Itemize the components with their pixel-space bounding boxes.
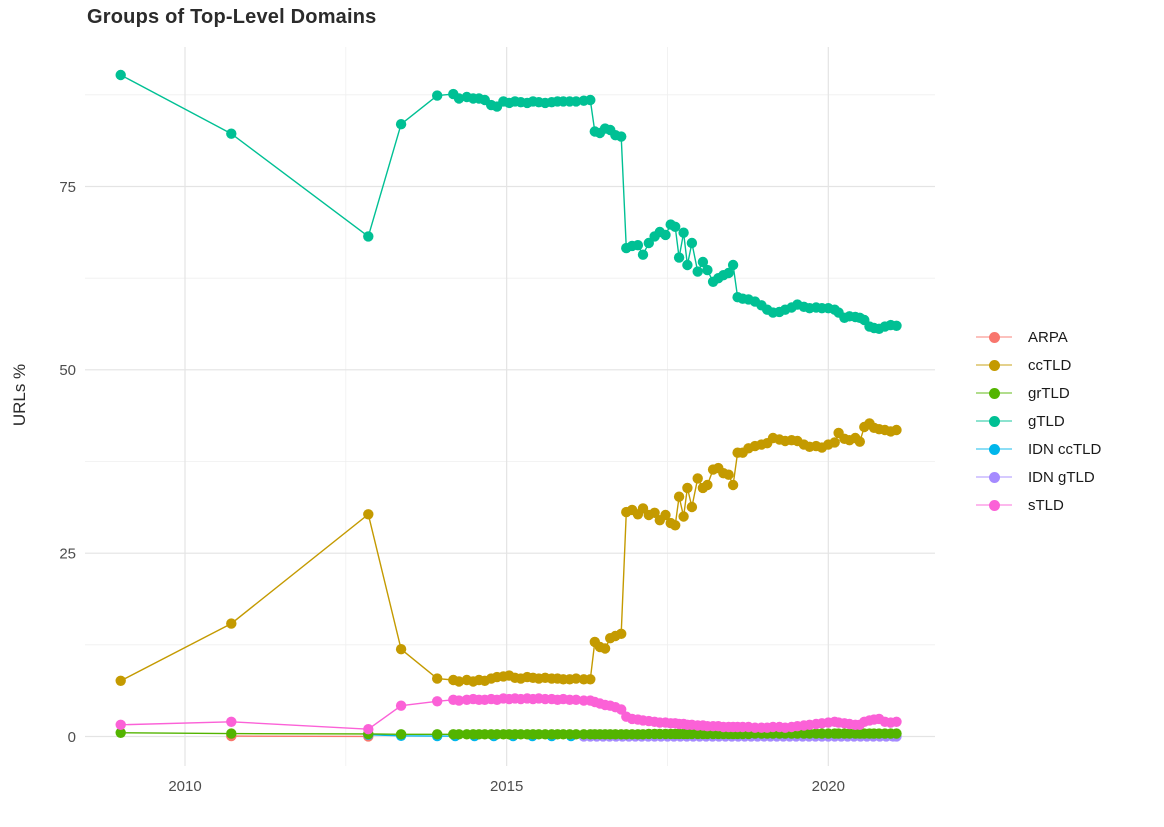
legend-label: IDN ccTLD [1028, 440, 1102, 458]
series-dot-gTLD [673, 252, 685, 263]
legend-key-icon [976, 357, 1012, 373]
series-dot-gTLD [686, 237, 698, 249]
chart-title: Groups of Top-Level Domains [87, 6, 377, 28]
series-dot-grTLD [570, 729, 582, 740]
series-dot-grTLD [115, 727, 126, 738]
series-dot-gTLD [585, 94, 596, 106]
series-dot-ccTLD [599, 643, 611, 654]
series-dot-gTLD [727, 259, 739, 271]
series-dot-ccTLD [673, 491, 685, 502]
series-dot-ccTLD [829, 437, 840, 448]
series-dot-ccTLD [585, 674, 596, 685]
series-dot-ccTLD [570, 673, 582, 684]
series-dot-gTLD [723, 267, 734, 279]
legend-key-icon [976, 441, 1012, 457]
series-dot-ccTLD [727, 479, 739, 491]
x-tick-label: 2010 [168, 778, 201, 795]
series-dot-gTLD [670, 221, 681, 232]
series-dot-ccTLD [660, 509, 671, 521]
series-dot-ccTLD [678, 511, 689, 522]
series-dot-sTLD [453, 695, 465, 706]
series-line-ccTLD [120, 422, 897, 683]
series-dot-ccTLD [702, 479, 713, 491]
series-dot-ccTLD [670, 520, 681, 531]
series-dot-gTLD [702, 264, 713, 276]
series-dot-sTLD [115, 719, 126, 730]
series-dot-ccTLD [649, 507, 660, 518]
series-dot-ccTLD [395, 644, 407, 655]
series-dot-ccTLD [453, 676, 465, 687]
x-tick-label: 2020 [812, 778, 845, 795]
legend-label: ccTLD [1028, 356, 1072, 374]
series-dot-ccTLD [854, 436, 865, 447]
series-dot-gTLD [432, 90, 443, 101]
series-dot-grTLD [453, 729, 465, 740]
series-dot-gTLD [678, 227, 689, 238]
legend-label: IDN gTLD [1028, 468, 1095, 486]
series-dot-gTLD [891, 320, 902, 331]
series-dot-sTLD [363, 724, 374, 735]
series-dot-grTLD [891, 728, 902, 739]
legend-key-icon [976, 413, 1012, 429]
legend-item-grTLD: grTLD [976, 379, 1101, 407]
legend-label: ARPA [1028, 328, 1068, 346]
series-dot-sTLD [226, 716, 237, 727]
series-dot-gTLD [226, 128, 237, 139]
legend-item-IDN-ccTLD: IDN ccTLD [976, 435, 1101, 463]
series-dot-sTLD [570, 694, 582, 705]
series-dot-grTLD [395, 729, 407, 740]
legend-item-gTLD: gTLD [976, 407, 1101, 435]
legend-key-icon [976, 385, 1012, 401]
series-dot-grTLD [226, 728, 237, 739]
series-dot-gTLD [616, 131, 627, 142]
series-dot-gTLD [637, 249, 649, 260]
series-dot-ccTLD [682, 482, 693, 494]
series-dot-ccTLD [616, 628, 627, 639]
series-dot-gTLD [692, 266, 703, 277]
series-dot-gTLD [660, 229, 671, 241]
series-dot-sTLD [616, 704, 627, 715]
y-tick-label: 50 [59, 362, 76, 379]
series-line-gTLD [120, 74, 897, 330]
series-dot-gTLD [570, 96, 582, 107]
legend-label: gTLD [1028, 412, 1065, 430]
legend-key-icon [976, 469, 1012, 485]
series-dot-gTLD [363, 231, 374, 242]
series-dot-sTLD [891, 716, 902, 727]
series-dot-ccTLD [723, 469, 734, 480]
x-tick-label: 2015 [490, 778, 523, 795]
series-dot-ccTLD [686, 501, 698, 513]
legend-label: grTLD [1028, 384, 1070, 402]
series-dot-gTLD [115, 69, 126, 81]
series-dot-gTLD [395, 119, 407, 130]
legend-item-sTLD: sTLD [976, 491, 1101, 519]
series-dot-sTLD [432, 696, 443, 707]
series-dot-sTLD [395, 700, 407, 711]
legend-item-ccTLD: ccTLD [976, 351, 1101, 379]
legend: ARPA ccTLD grTLD gTLD IDN ccTLD IDN gTLD sTLD [976, 323, 1101, 519]
legend-item-IDN-gTLD: IDN gTLD [976, 463, 1101, 491]
series-dot-grTLD [432, 729, 443, 740]
legend-key-icon [976, 497, 1012, 513]
legend-key-icon [976, 329, 1012, 345]
series-dot-ccTLD [692, 473, 703, 484]
series-dot-ccTLD [226, 618, 237, 629]
series-dot-gTLD [453, 93, 465, 104]
series-dot-gTLD [697, 256, 709, 268]
legend-label: sTLD [1028, 496, 1064, 514]
legend-item-ARPA: ARPA [976, 323, 1101, 351]
series-dot-ccTLD [363, 509, 374, 520]
series-dot-ccTLD [115, 675, 126, 686]
y-tick-label: 25 [59, 545, 76, 562]
series-dot-gTLD [632, 240, 644, 251]
series-dot-ccTLD [432, 673, 443, 684]
y-tick-label: 0 [68, 729, 76, 746]
y-tick-label: 75 [59, 179, 76, 196]
series-dot-ccTLD [891, 424, 902, 436]
series-dot-gTLD [682, 259, 693, 271]
